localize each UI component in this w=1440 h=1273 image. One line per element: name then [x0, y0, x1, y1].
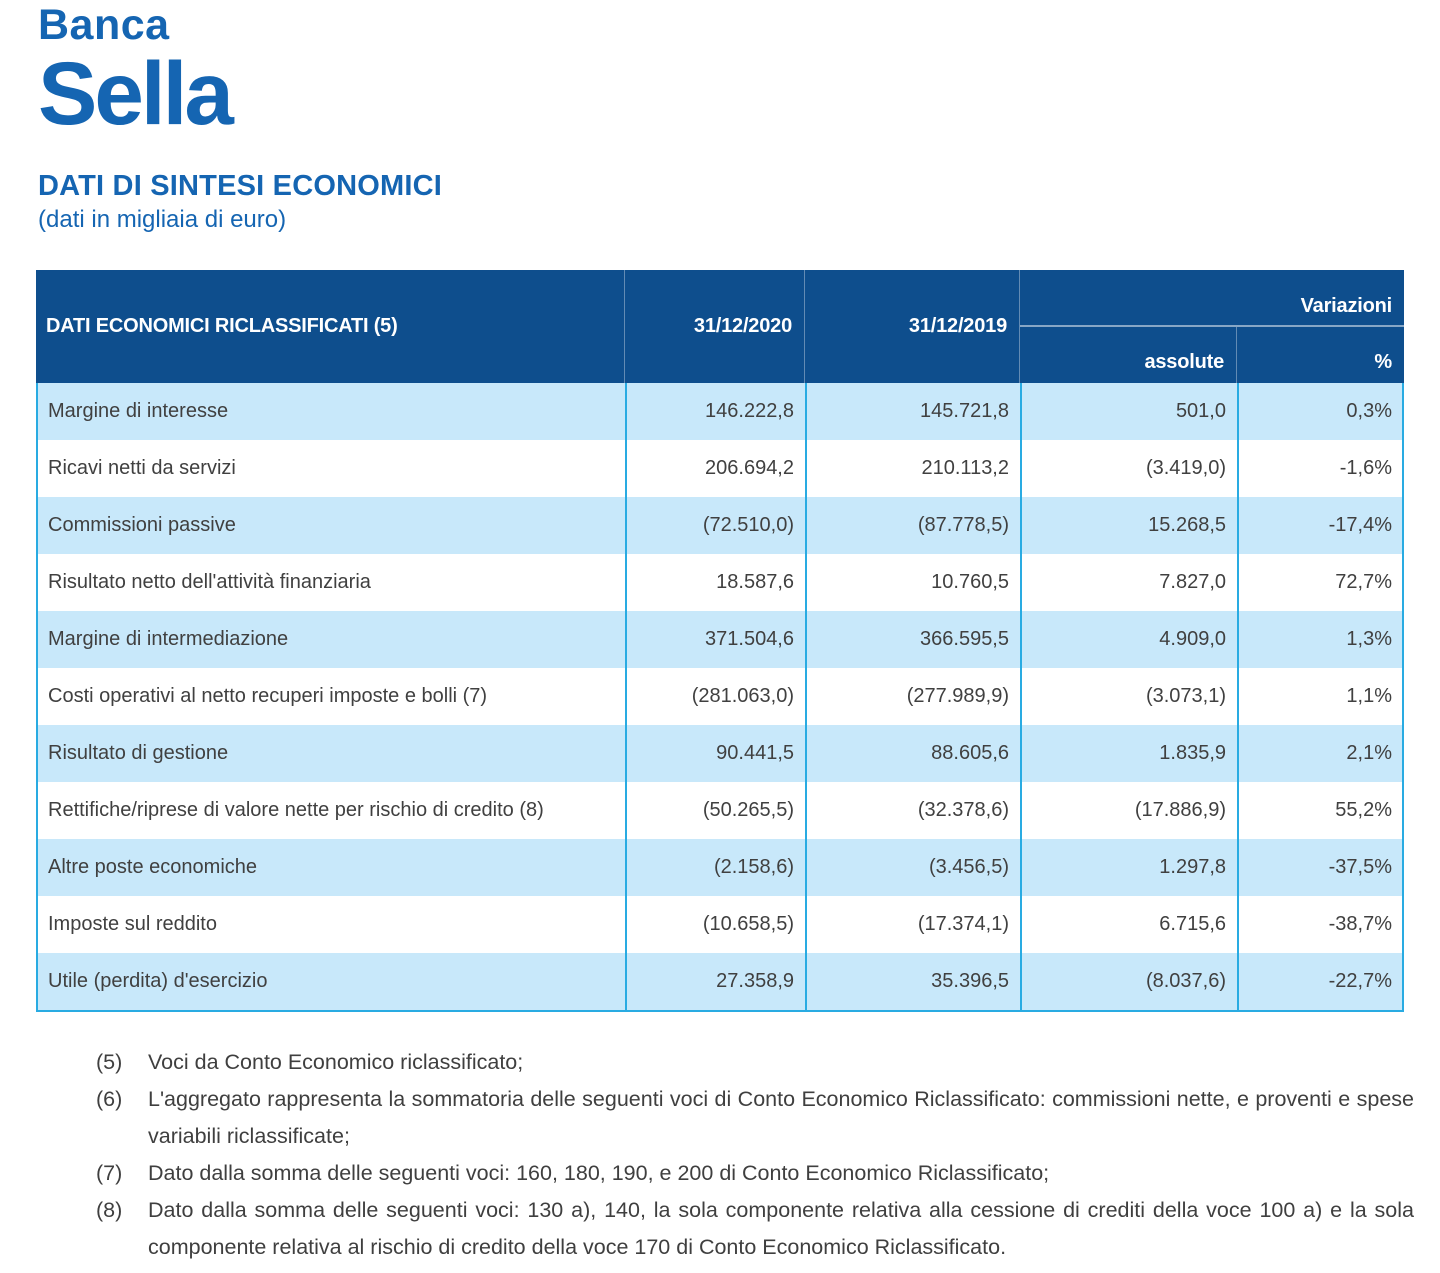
cell-2020: (2.158,6): [625, 839, 805, 896]
summary-table: DATI ECONOMICI RICLASSIFICATI (5) 31/12/…: [36, 270, 1404, 1012]
table-row: Imposte sul reddito (10.658,5) (17.374,1…: [38, 896, 1402, 953]
table-row: Commissioni passive (72.510,0) (87.778,5…: [38, 497, 1402, 554]
table-row: Utile (perdita) d'esercizio 27.358,9 35.…: [38, 953, 1402, 1010]
cell-assolute: 501,0: [1020, 383, 1237, 440]
cell-assolute: 4.909,0: [1020, 611, 1237, 668]
cell-2020: 27.358,9: [625, 953, 805, 1010]
cell-2019: (277.989,9): [805, 668, 1020, 725]
row-label: Commissioni passive: [48, 514, 236, 536]
table-row: Risultato netto dell'attività finanziari…: [38, 554, 1402, 611]
row-label: Costi operativi al netto recuperi impost…: [48, 685, 488, 707]
footnote-marker: (8): [96, 1198, 123, 1222]
cell-assolute: 6.715,6: [1020, 896, 1237, 953]
page-subtitle: (dati in migliaia di euro): [38, 206, 287, 233]
header-col-2019: 31/12/2019: [805, 270, 1020, 383]
footnote-text: L'aggregato rappresenta la sommatoria de…: [148, 1087, 1414, 1148]
cell-2019: 210.113,2: [805, 440, 1020, 497]
cell-percent: 1,1%: [1237, 668, 1403, 725]
footnote-text: Dato dalla somma delle seguenti voci: 13…: [148, 1198, 1414, 1259]
header-label: DATI ECONOMICI RICLASSIFICATI (5): [36, 270, 625, 383]
cell-assolute: 1.297,8: [1020, 839, 1237, 896]
table-row: Altre poste economiche (2.158,6) (3.456,…: [38, 839, 1402, 896]
row-label: Margine di intermediazione: [48, 628, 289, 650]
cell-2019: 145.721,8: [805, 383, 1020, 440]
cell-2020: 371.504,6: [625, 611, 805, 668]
brand-logo: Banca Sella: [38, 1, 234, 143]
cell-percent: -17,4%: [1237, 497, 1403, 554]
cell-2019: 10.760,5: [805, 554, 1020, 611]
table-row: Rettifiche/riprese di valore nette per r…: [38, 782, 1402, 839]
footnote-item: (8) Dato dalla somma delle seguenti voci…: [96, 1192, 1414, 1266]
footnote-marker: (7): [96, 1161, 123, 1185]
row-label: Risultato netto dell'attività finanziari…: [48, 571, 371, 593]
table-row: Costi operativi al netto recuperi impost…: [38, 668, 1402, 725]
footnote-item: (7) Dato dalla somma delle seguenti voci…: [96, 1155, 1414, 1192]
cell-2020: 90.441,5: [625, 725, 805, 782]
cell-percent: -1,6%: [1237, 440, 1403, 497]
cell-assolute: (3.073,1): [1020, 668, 1237, 725]
table-body: Margine di interesse 146.222,8 145.721,8…: [36, 383, 1404, 1012]
cell-percent: 55,2%: [1237, 782, 1403, 839]
row-label: Imposte sul reddito: [48, 913, 217, 935]
cell-2020: 206.694,2: [625, 440, 805, 497]
footnote-item: (5) Voci da Conto Economico riclassifica…: [96, 1044, 1414, 1081]
row-label: Utile (perdita) d'esercizio: [48, 970, 268, 992]
cell-2019: (17.374,1): [805, 896, 1020, 953]
footnote-marker: (6): [96, 1087, 123, 1111]
cell-percent: -22,7%: [1237, 953, 1403, 1010]
header-col-2020: 31/12/2020: [625, 270, 805, 383]
cell-assolute: 7.827,0: [1020, 554, 1237, 611]
brand-line-sella: Sella: [38, 43, 234, 143]
cell-2019: (87.778,5): [805, 497, 1020, 554]
footnote-marker: (5): [96, 1050, 123, 1074]
footnote-item: (6) L'aggregato rappresenta la sommatori…: [96, 1081, 1414, 1155]
table-row: Margine di intermediazione 371.504,6 366…: [38, 611, 1402, 668]
cell-2020: (50.265,5): [625, 782, 805, 839]
row-label: Margine di interesse: [48, 400, 229, 422]
cell-2020: 146.222,8: [625, 383, 805, 440]
cell-assolute: 15.268,5: [1020, 497, 1237, 554]
cell-percent: 2,1%: [1237, 725, 1403, 782]
row-label: Altre poste economiche: [48, 856, 258, 878]
cell-2019: 88.605,6: [805, 725, 1020, 782]
cell-percent: -37,5%: [1237, 839, 1403, 896]
cell-percent: 72,7%: [1237, 554, 1403, 611]
cell-2020: (10.658,5): [625, 896, 805, 953]
table-header: DATI ECONOMICI RICLASSIFICATI (5) 31/12/…: [36, 270, 1404, 383]
row-label: Ricavi netti da servizi: [48, 457, 236, 479]
footnote-text: Voci da Conto Economico riclassificato;: [148, 1050, 524, 1074]
cell-2020: (281.063,0): [625, 668, 805, 725]
header-assolute: assolute: [1020, 327, 1237, 383]
cell-2019: (32.378,6): [805, 782, 1020, 839]
header-variazioni: Variazioni: [1020, 270, 1404, 327]
brand-line-banca: Banca: [38, 1, 170, 49]
footnotes: (5) Voci da Conto Economico riclassifica…: [96, 1044, 1414, 1266]
cell-assolute: (8.037,6): [1020, 953, 1237, 1010]
cell-2019: (3.456,5): [805, 839, 1020, 896]
cell-percent: 0,3%: [1237, 383, 1403, 440]
footnote-text: Dato dalla somma delle seguenti voci: 16…: [148, 1161, 1050, 1185]
cell-assolute: 1.835,9: [1020, 725, 1237, 782]
page-title: DATI DI SINTESI ECONOMICI: [38, 170, 443, 202]
table-row: Margine di interesse 146.222,8 145.721,8…: [38, 383, 1402, 440]
cell-2019: 366.595,5: [805, 611, 1020, 668]
cell-assolute: (3.419,0): [1020, 440, 1237, 497]
row-label: Risultato di gestione: [48, 742, 229, 764]
header-percent: %: [1374, 351, 1392, 373]
row-label: Rettifiche/riprese di valore nette per r…: [48, 799, 544, 821]
cell-2020: (72.510,0): [625, 497, 805, 554]
cell-percent: -38,7%: [1237, 896, 1403, 953]
cell-assolute: (17.886,9): [1020, 782, 1237, 839]
table-row: Ricavi netti da servizi 206.694,2 210.11…: [38, 440, 1402, 497]
cell-2020: 18.587,6: [625, 554, 805, 611]
table-row: Risultato di gestione 90.441,5 88.605,6 …: [38, 725, 1402, 782]
cell-2019: 35.396,5: [805, 953, 1020, 1010]
cell-percent: 1,3%: [1237, 611, 1403, 668]
